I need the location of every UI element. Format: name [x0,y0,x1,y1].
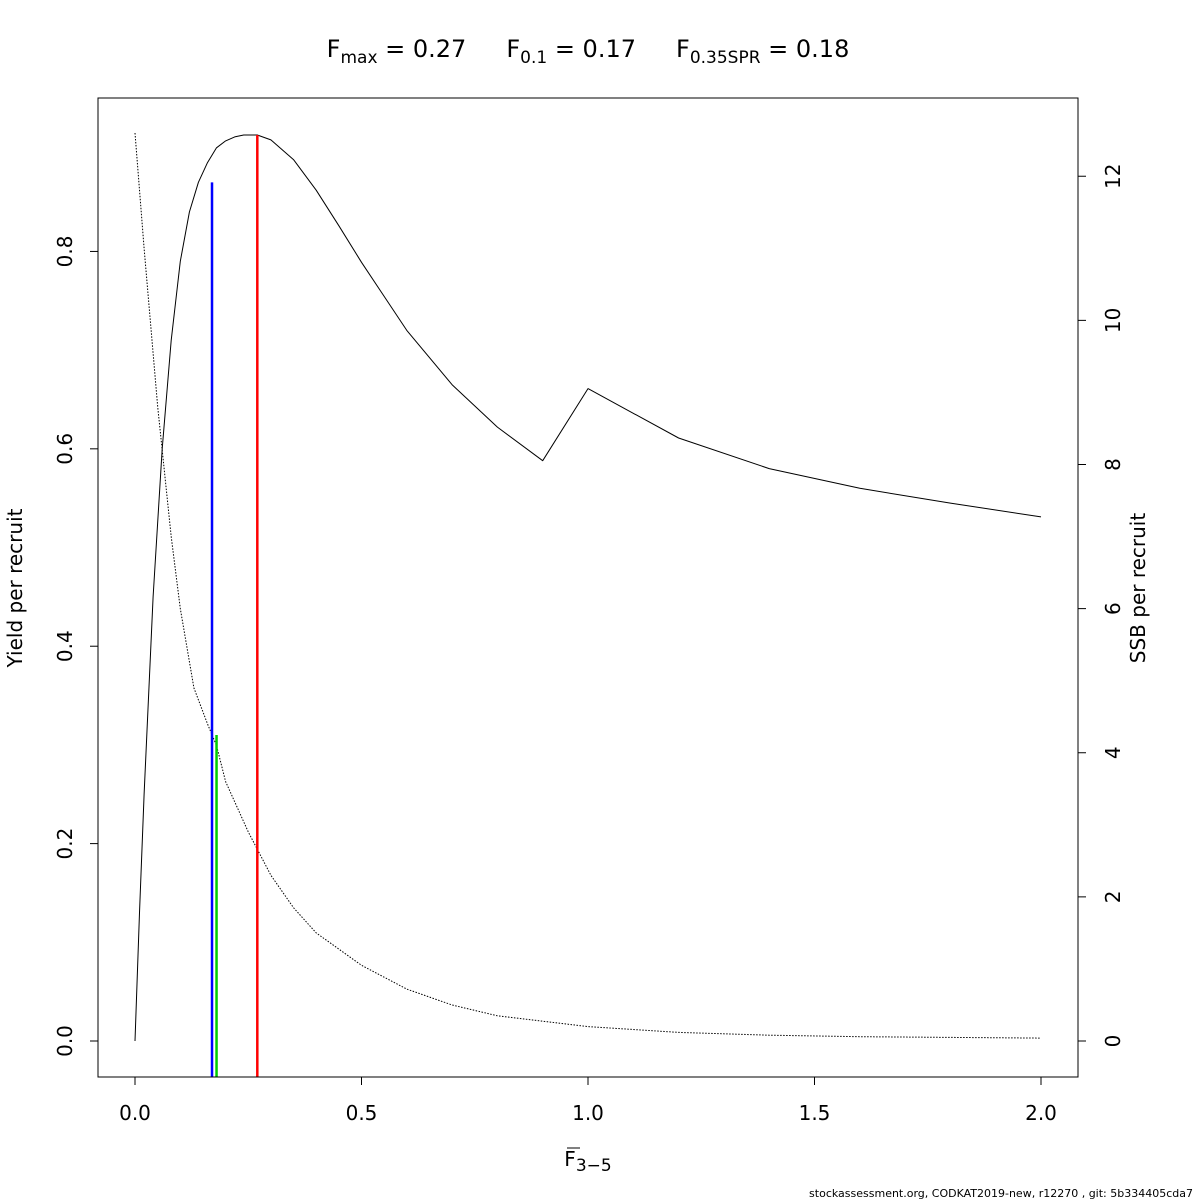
x-axis-title-sub: 3−5 [576,1156,612,1176]
y-axis-left-title: Yield per recruit [3,508,27,668]
title-f35-value: = 0.18 [761,35,850,63]
plot-frame [97,97,1079,1078]
x-tick-label: 1.5 [799,1101,831,1125]
title-f01-value: = 0.17 [547,35,636,63]
x-axis-title: F3−5 [564,1147,611,1176]
y-left-tick-label: 0.0 [53,1025,77,1057]
y-right-tick-label: 8 [1101,458,1125,471]
y-left-tick-label: 0.2 [53,828,77,860]
y-axis-right-title: SSB per recruit [1126,513,1150,664]
series-line-yield-per-recruit [134,134,1042,1042]
x-tick-label: 2.0 [1025,1101,1057,1125]
title-f35-base: F [676,35,690,63]
x-axis-title-base: F [564,1147,576,1171]
y-right-tick-label: 0 [1101,1035,1125,1048]
y-right-tick-label: 10 [1101,308,1125,333]
y-right-tick-label: 12 [1101,164,1125,189]
y-left-tick-label: 0.8 [53,236,77,268]
title-f01-base: F [506,35,520,63]
chart-title: Fmax = 0.27 F0.1 = 0.17 F0.35SPR = 0.18 [327,35,850,68]
chart-axes: 0.0 0.5 1.0 1.5 2.0 0.0 0.2 0.4 0.6 0.8 0 2 4 6 8 10 12 [53,164,1125,1125]
title-fmax-sub: max [340,48,377,68]
y-right-tick-label: 2 [1101,891,1125,904]
x-tick-label: 0.0 [119,1101,151,1125]
x-tick-label: 0.5 [346,1101,378,1125]
title-f35-sub: 0.35SPR [690,48,761,68]
chart-marks [134,132,1042,1077]
title-fmax-base: F [327,35,341,63]
y-right-tick-label: 4 [1101,746,1125,759]
y-left-tick-label: 0.4 [53,630,77,662]
y-right-tick-label: 6 [1101,602,1125,615]
y-left-tick-label: 0.6 [53,433,77,465]
series-line-ssb-per-recruit [134,132,1042,1039]
title-f01-sub: 0.1 [520,48,547,68]
footer-credit: stockassessment.org, CODKAT2019-new, r12… [809,1187,1193,1200]
title-fmax-value: = 0.27 [378,35,467,63]
x-tick-label: 1.0 [572,1101,604,1125]
